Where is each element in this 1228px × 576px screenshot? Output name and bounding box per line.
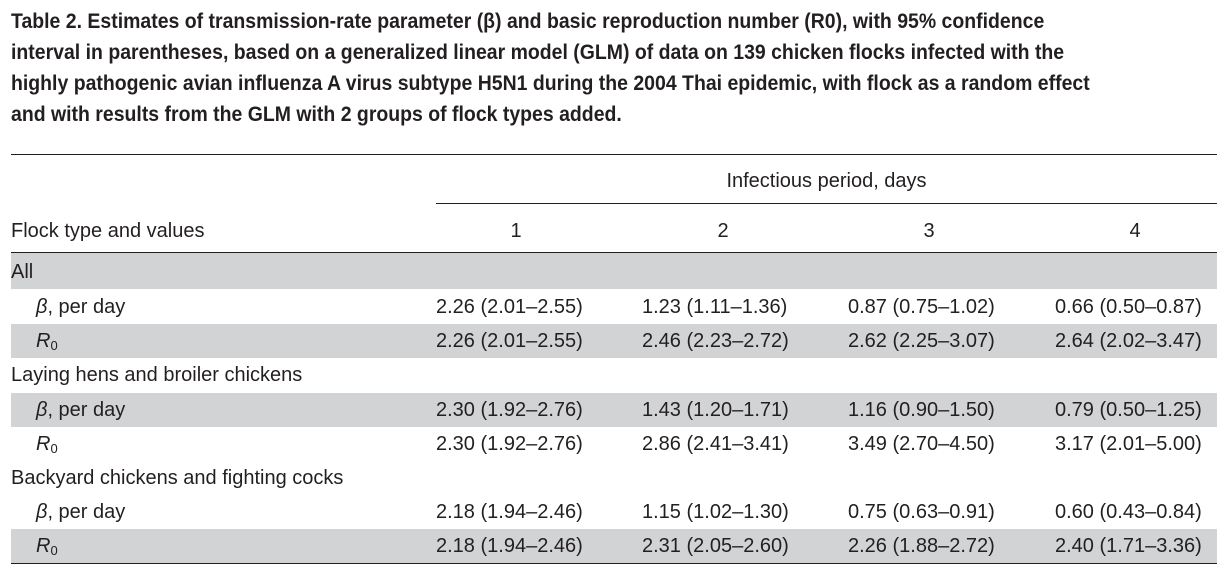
table-cell: 0.60 (0.43–0.84) <box>1055 501 1202 523</box>
r-symbol: R <box>36 433 51 455</box>
table-cell: 0.87 (0.75–1.02) <box>848 296 995 318</box>
caption-line: Table 2. Estimates of transmission-rate … <box>11 9 1045 33</box>
infectious-period-header: Infectious period, days <box>726 170 927 192</box>
shaded-band <box>11 253 1217 289</box>
table-cell: 2.64 (2.02–3.47) <box>1055 330 1202 352</box>
table-cell: 2.26 (2.01–2.55) <box>436 296 583 318</box>
table-top-rule <box>11 154 1217 155</box>
table-cell: 2.31 (2.05–2.60) <box>642 535 789 557</box>
group-label-backyard: Backyard chickens and fighting cocks <box>11 467 344 489</box>
beta-symbol: β <box>36 501 48 523</box>
table-cell: 2.18 (1.94–2.46) <box>436 535 583 557</box>
table-cell: 2.26 (1.88–2.72) <box>848 535 995 557</box>
table-cell: 3.17 (2.01–5.00) <box>1055 433 1202 455</box>
table-cell: 1.23 (1.11–1.36) <box>642 296 788 318</box>
span-header-rule <box>436 203 1217 204</box>
table-cell: 3.49 (2.70–4.50) <box>848 433 995 455</box>
row-label-r0: R0 <box>36 432 58 456</box>
header-bottom-rule <box>11 252 1217 253</box>
column-header-1: 1 <box>510 220 522 242</box>
column-header-3: 3 <box>923 220 935 242</box>
table-cell: 0.66 (0.50–0.87) <box>1055 296 1202 318</box>
shaded-band <box>11 324 1217 358</box>
table-cell: 2.46 (2.23–2.72) <box>642 330 789 352</box>
row-label-beta: β, per day <box>36 295 125 319</box>
row-label-suffix: , per day <box>47 399 126 421</box>
group-label-laying-hens: Laying hens and broiler chickens <box>11 364 303 386</box>
table-cell: 1.15 (1.02–1.30) <box>642 501 789 523</box>
column-header-2: 2 <box>717 220 729 242</box>
r-subscript: 0 <box>50 441 58 456</box>
table-cell: 2.18 (1.94–2.46) <box>436 501 583 523</box>
row-label-r0: R0 <box>36 329 58 353</box>
row-label-beta: β, per day <box>36 500 125 524</box>
table-cell: 2.40 (1.71–3.36) <box>1055 535 1202 557</box>
r-symbol: R <box>36 330 51 352</box>
r-symbol: R <box>36 535 51 557</box>
beta-symbol: β <box>36 296 48 318</box>
group-label-all: All <box>11 261 34 283</box>
table-cell: 2.62 (2.25–3.07) <box>848 330 995 352</box>
shaded-band <box>11 529 1217 563</box>
table-cell: 1.16 (0.90–1.50) <box>848 399 995 421</box>
r-subscript: 0 <box>50 338 58 353</box>
table-cell: 2.30 (1.92–2.76) <box>436 433 583 455</box>
table-caption: Table 2. Estimates of transmission-rate … <box>11 6 1108 130</box>
caption-line: and with results from the GLM with 2 gro… <box>11 102 622 126</box>
r-subscript: 0 <box>50 543 58 558</box>
row-label-beta: β, per day <box>36 398 125 422</box>
row-label-r0: R0 <box>36 534 58 558</box>
row-label-suffix: , per day <box>47 501 126 523</box>
shaded-band <box>11 393 1217 427</box>
table-cell: 0.75 (0.63–0.91) <box>848 501 995 523</box>
table-cell: 2.86 (2.41–3.41) <box>642 433 789 455</box>
table-cell: 1.43 (1.20–1.71) <box>642 399 789 421</box>
row-header: Flock type and values <box>11 220 205 242</box>
table-cell: 2.30 (1.92–2.76) <box>436 399 583 421</box>
column-header-4: 4 <box>1129 220 1141 242</box>
table-bottom-rule <box>11 563 1217 564</box>
table-cell: 2.26 (2.01–2.55) <box>436 330 583 352</box>
beta-symbol: β <box>36 399 48 421</box>
caption-line: interval in parentheses, based on a gene… <box>11 40 1065 64</box>
row-label-suffix: , per day <box>47 296 126 318</box>
caption-line: highly pathogenic avian influenza A viru… <box>11 71 1090 95</box>
table-cell: 0.79 (0.50–1.25) <box>1055 399 1202 421</box>
